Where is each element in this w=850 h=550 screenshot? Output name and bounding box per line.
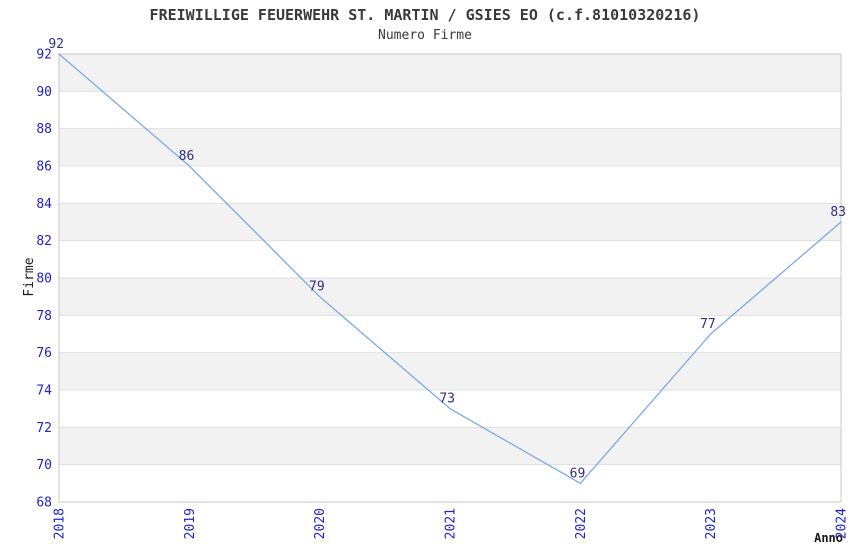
- x-tick-label: 2018: [53, 508, 68, 539]
- y-tick-label: 80: [36, 272, 52, 287]
- x-tick-label: 2021: [444, 508, 459, 539]
- y-tick-label: 90: [36, 85, 52, 100]
- y-tick-label: 86: [36, 160, 52, 175]
- x-tick-label: 2020: [313, 508, 328, 539]
- plot-band: [59, 128, 841, 166]
- y-tick-label: 70: [36, 458, 52, 473]
- x-tick-label: 2023: [704, 508, 719, 539]
- plot-band: [59, 352, 841, 390]
- y-tick-label: 76: [36, 346, 52, 361]
- x-tick-label: 2019: [183, 508, 198, 539]
- y-tick-label: 82: [36, 234, 52, 249]
- data-label: 77: [700, 317, 716, 332]
- plot-band: [59, 278, 841, 316]
- y-tick-label: 68: [36, 496, 52, 511]
- plot-band: [59, 427, 841, 465]
- data-label: 86: [179, 149, 195, 164]
- data-label: 79: [309, 280, 325, 295]
- chart-title: FREIWILLIGE FEUERWEHR ST. MARTIN / GSIES…: [149, 6, 701, 24]
- y-tick-label: 88: [36, 122, 52, 137]
- y-tick-label: 78: [36, 309, 52, 324]
- chart-subtitle: Numero Firme: [378, 28, 472, 43]
- data-label: 83: [830, 205, 846, 220]
- y-axis-label: Firme: [22, 257, 37, 296]
- data-label: 92: [48, 37, 64, 52]
- x-axis-label: Anno: [814, 531, 843, 545]
- y-tick-label: 84: [36, 197, 52, 212]
- plot-band: [59, 54, 841, 92]
- data-line: [58, 53, 842, 484]
- x-tick-label: 2022: [574, 508, 589, 539]
- y-tick-label: 74: [36, 384, 52, 399]
- plot-band: [59, 203, 841, 241]
- x-tick-label: 2024: [835, 508, 850, 539]
- data-label: 73: [439, 392, 455, 407]
- plot-border: [58, 53, 842, 503]
- y-tick-label: 72: [36, 421, 52, 436]
- data-label: 69: [570, 466, 586, 481]
- y-tick-label: 92: [36, 48, 52, 63]
